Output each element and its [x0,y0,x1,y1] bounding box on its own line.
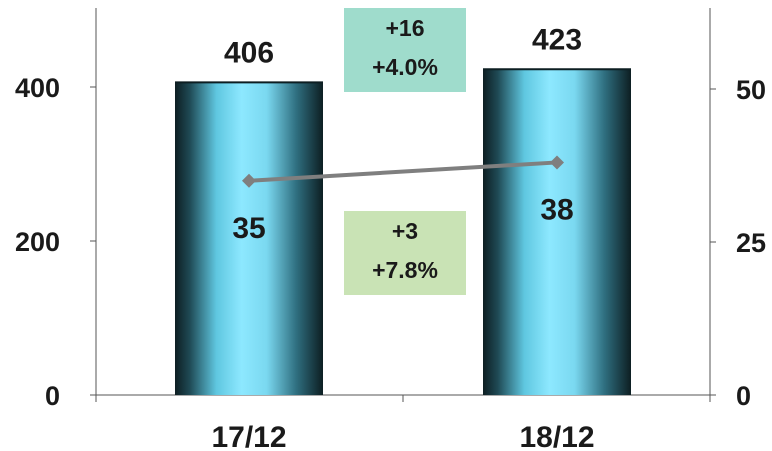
data-labels: 406 423 35 38 [224,23,582,245]
left-tick-label: 400 [15,73,60,103]
bar [175,82,323,395]
line-series [242,155,564,188]
line-marker [242,173,256,188]
change-annotation-box [344,8,466,92]
axes: 0 200 400 0 25 50 17/12 18/12 [15,8,766,451]
line-path [248,160,558,183]
right-tick-label: 25 [736,228,766,258]
x-tick-label: 18/12 [519,421,594,451]
left-tick-label: 0 [45,381,60,411]
x-tick-label: 17/12 [211,421,286,451]
bar-value-label: 423 [532,23,582,56]
change-annotation-pct: +4.0% [372,54,438,80]
bar-value-label: 406 [224,36,274,69]
line-value-label: 38 [540,193,573,226]
line-marker [550,155,564,170]
change-annotations: +16 +4.0% +3 +7.8% [344,8,466,295]
change-annotation-pct: +7.8% [372,257,438,283]
right-tick-label: 50 [736,75,766,105]
change-annotation-box [344,211,466,295]
line-value-label: 35 [232,212,265,245]
change-annotation-abs: +3 [392,218,418,244]
left-tick-label: 200 [15,227,60,257]
change-annotation-abs: +16 [385,15,424,41]
right-tick-label: 0 [736,381,751,411]
bar [483,69,631,395]
bars [175,68,631,395]
